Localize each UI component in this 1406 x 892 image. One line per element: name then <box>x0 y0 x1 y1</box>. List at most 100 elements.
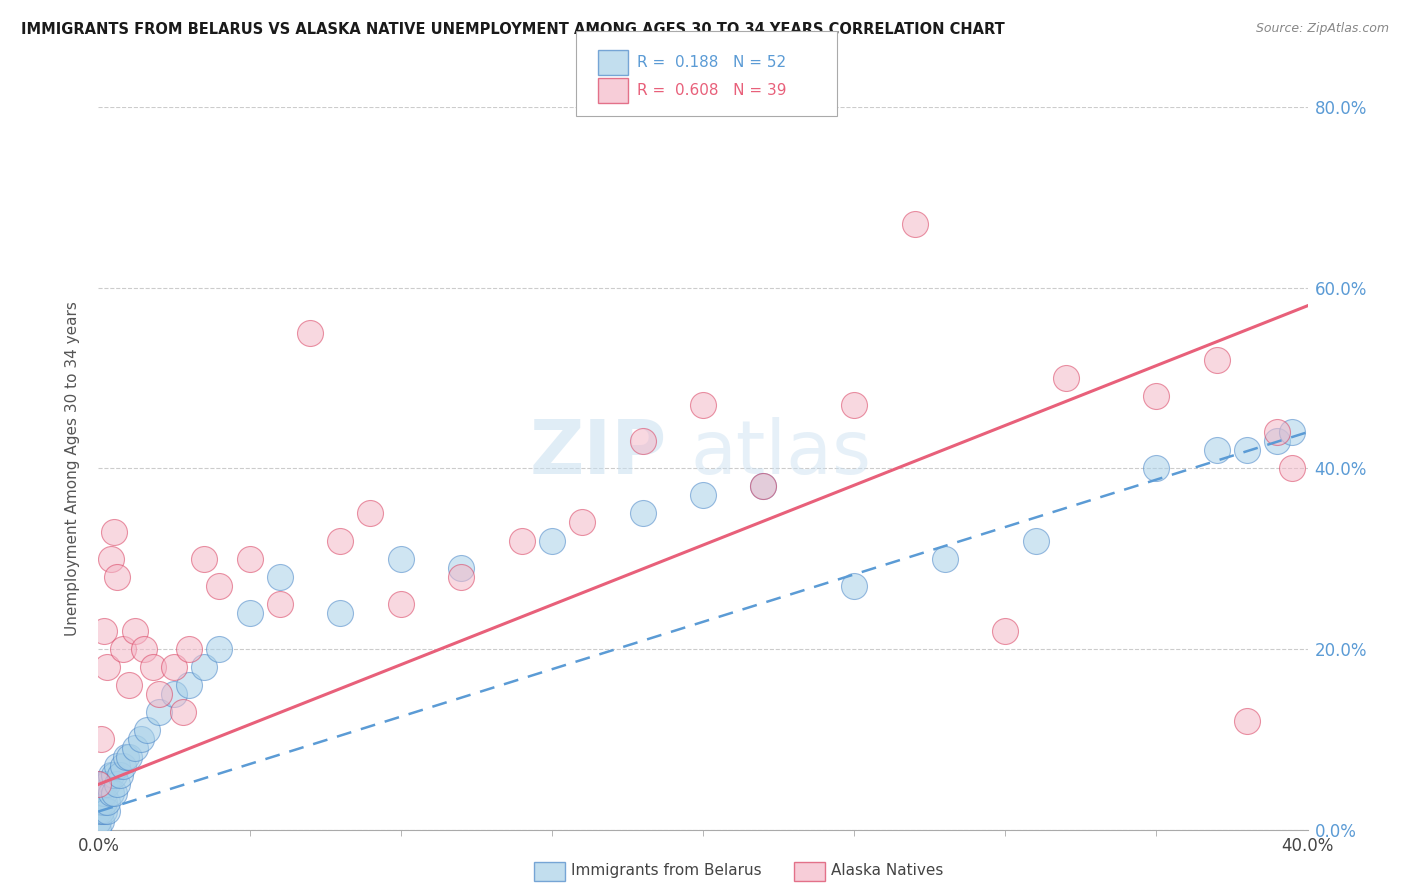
Text: Alaska Natives: Alaska Natives <box>831 863 943 878</box>
Text: ZIP: ZIP <box>530 417 666 491</box>
Point <box>179 642 201 657</box>
Point <box>100 787 122 801</box>
Point <box>103 768 125 782</box>
Text: atlas: atlas <box>690 417 872 491</box>
Point <box>93 777 115 791</box>
Point <box>93 796 115 810</box>
Point <box>172 705 194 719</box>
Point <box>96 796 118 810</box>
Point <box>692 488 714 502</box>
Point <box>105 777 128 791</box>
Point <box>87 822 110 837</box>
Point <box>1054 371 1077 385</box>
Point <box>269 597 291 611</box>
Point <box>299 326 322 340</box>
Point <box>90 805 112 819</box>
Point <box>1281 425 1303 440</box>
Point <box>103 787 125 801</box>
Point <box>1267 434 1289 449</box>
Point <box>142 660 165 674</box>
Point <box>360 507 382 521</box>
Point <box>100 768 122 782</box>
Point <box>1206 443 1229 458</box>
Point <box>96 660 118 674</box>
Point <box>389 551 412 566</box>
Point <box>87 777 110 791</box>
Text: R =  0.188   N = 52: R = 0.188 N = 52 <box>637 54 786 70</box>
Point <box>1281 461 1303 475</box>
Point <box>111 759 134 773</box>
Point <box>105 759 128 773</box>
Point <box>329 533 352 548</box>
Point <box>135 723 157 738</box>
Point <box>124 624 146 638</box>
Point <box>87 814 110 828</box>
Point <box>87 805 110 819</box>
Point <box>90 814 112 828</box>
Point <box>269 570 291 584</box>
Text: R =  0.608   N = 39: R = 0.608 N = 39 <box>637 83 786 98</box>
Point <box>132 642 155 657</box>
Point <box>1144 461 1167 475</box>
Point <box>148 705 170 719</box>
Point <box>90 796 112 810</box>
Point <box>114 750 136 764</box>
Point <box>111 642 134 657</box>
Y-axis label: Unemployment Among Ages 30 to 34 years: Unemployment Among Ages 30 to 34 years <box>65 301 80 636</box>
Point <box>208 579 231 593</box>
Point <box>844 398 866 412</box>
Text: Immigrants from Belarus: Immigrants from Belarus <box>571 863 762 878</box>
Point <box>93 624 115 638</box>
Point <box>1024 533 1046 548</box>
Point <box>1236 714 1258 728</box>
Point <box>631 434 654 449</box>
Point <box>450 560 472 574</box>
Point <box>239 606 262 620</box>
Point <box>148 687 170 701</box>
Point <box>118 678 141 692</box>
Point <box>1236 443 1258 458</box>
Point <box>100 551 122 566</box>
Point <box>96 805 118 819</box>
Point <box>103 524 125 539</box>
Point <box>118 750 141 764</box>
Point <box>124 741 146 756</box>
Point <box>163 687 186 701</box>
Point <box>994 624 1017 638</box>
Point <box>179 678 201 692</box>
Point <box>90 732 112 747</box>
Point <box>108 768 131 782</box>
Point <box>90 787 112 801</box>
Point <box>90 777 112 791</box>
Point <box>193 551 215 566</box>
Point <box>510 533 533 548</box>
Point <box>1206 352 1229 367</box>
Point <box>752 479 775 493</box>
Point <box>1144 389 1167 403</box>
Point <box>87 796 110 810</box>
Point <box>844 579 866 593</box>
Text: IMMIGRANTS FROM BELARUS VS ALASKA NATIVE UNEMPLOYMENT AMONG AGES 30 TO 34 YEARS : IMMIGRANTS FROM BELARUS VS ALASKA NATIVE… <box>21 22 1005 37</box>
Point <box>540 533 562 548</box>
Point <box>329 606 352 620</box>
Point <box>1267 425 1289 440</box>
Point <box>105 570 128 584</box>
Point <box>96 777 118 791</box>
Point <box>93 805 115 819</box>
Point <box>208 642 231 657</box>
Point <box>571 516 593 530</box>
Point <box>87 787 110 801</box>
Point <box>692 398 714 412</box>
Point <box>389 597 412 611</box>
Point <box>93 787 115 801</box>
Point <box>193 660 215 674</box>
Point <box>163 660 186 674</box>
Point <box>450 570 472 584</box>
Point <box>904 218 927 232</box>
Point <box>129 732 152 747</box>
Point <box>934 551 956 566</box>
Point <box>752 479 775 493</box>
Point <box>239 551 262 566</box>
Point <box>631 507 654 521</box>
Text: Source: ZipAtlas.com: Source: ZipAtlas.com <box>1256 22 1389 36</box>
